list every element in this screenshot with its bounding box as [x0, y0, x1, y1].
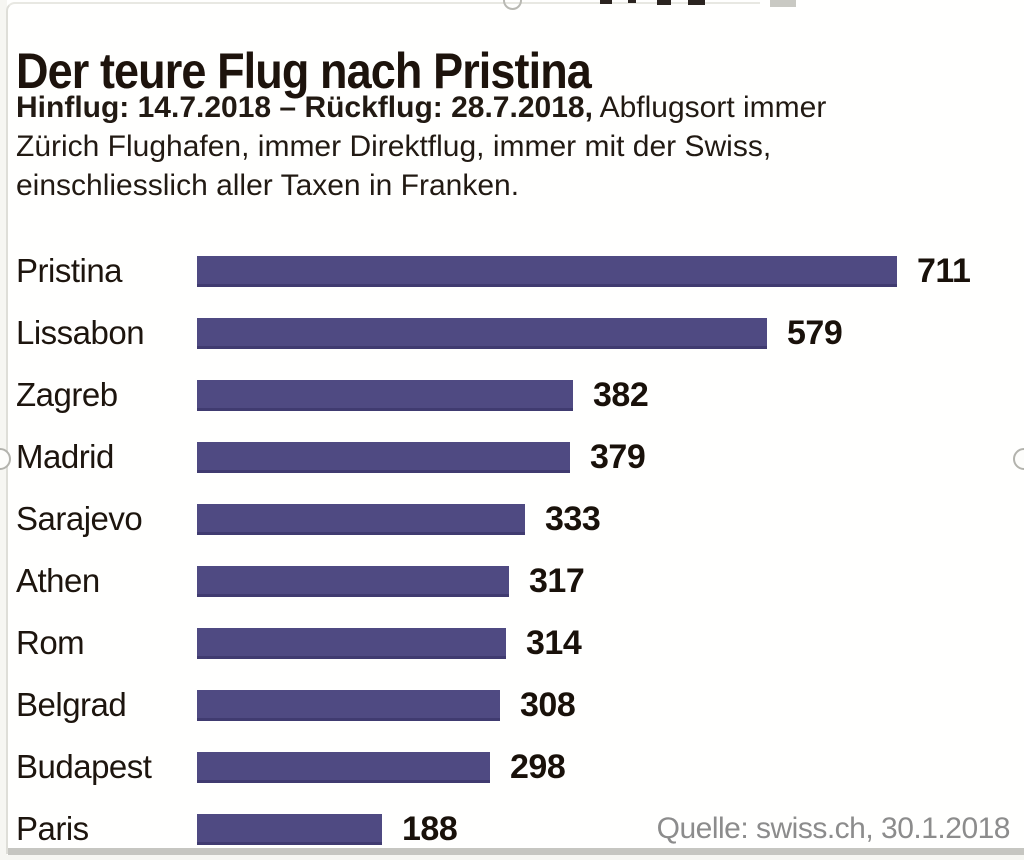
row-value: 308 — [520, 685, 576, 724]
scan-artifact-top-dash — [628, 0, 636, 3]
scan-artifact-top-dash — [688, 0, 705, 5]
bar — [197, 379, 573, 411]
row-value: 711 — [917, 251, 971, 290]
chart-row: Budapest 298 — [16, 736, 1008, 798]
row-label: Budapest — [16, 748, 152, 785]
bar — [197, 689, 500, 721]
chart-row: Belgrad 308 — [16, 674, 1008, 736]
subtitle-line: einschliesslich aller Taxen in Franken. — [16, 169, 520, 202]
row-label: Lissabon — [16, 314, 145, 351]
row-label: Sarajevo — [16, 500, 143, 537]
subtitle-line: Zürich Flughafen, immer Direktflug, imme… — [16, 130, 772, 163]
row-value: 314 — [526, 623, 582, 662]
row-value: 333 — [545, 499, 601, 538]
chart-row: Lissabon 579 — [16, 302, 1008, 364]
bar — [197, 813, 382, 845]
scan-artifact-bottom-strip — [8, 848, 1024, 855]
chart-row: Zagreb 382 — [16, 364, 1008, 426]
bar — [197, 441, 570, 473]
row-label: Paris — [16, 810, 89, 847]
subtitle-line: Hinflug: 14.7.2018 – Rückflug: 28.7.2018… — [16, 91, 827, 124]
chart-row: Rom 314 — [16, 612, 1008, 674]
scan-artifact-top-dash — [600, 0, 612, 4]
bar — [197, 503, 525, 535]
scan-artifact-right-circle — [1013, 448, 1024, 470]
scan-artifact-top-blob — [770, 0, 796, 7]
row-label: Rom — [16, 624, 85, 661]
chart-row: Athen 317 — [16, 550, 1008, 612]
chart-row: Pristina 711 — [16, 240, 1008, 302]
bar — [197, 317, 767, 349]
chart-title: Der teure Flug nach Pristina — [16, 42, 592, 99]
chart-row: Paris 188 — [16, 798, 1008, 860]
chart-subtitle: Hinflug: 14.7.2018 – Rückflug: 28.7.2018… — [16, 88, 826, 205]
bar — [197, 627, 506, 659]
scan-artifact-top-dash — [657, 0, 671, 5]
source-caption: Quelle: swiss.ch, 30.1.2018 — [656, 812, 1011, 845]
row-value: 317 — [529, 561, 585, 600]
row-value: 579 — [787, 313, 843, 352]
row-value: 298 — [510, 747, 566, 786]
bar — [197, 751, 490, 783]
row-label: Zagreb — [16, 376, 118, 413]
row-value: 379 — [590, 437, 646, 476]
bar-chart: Pristina 711 Lissabon 579 Zagreb 382 Mad… — [16, 240, 1008, 860]
row-label: Belgrad — [16, 686, 127, 723]
row-value: 188 — [402, 809, 458, 848]
bar — [197, 565, 509, 597]
row-label: Athen — [16, 562, 100, 599]
row-label: Pristina — [16, 252, 123, 289]
row-value: 382 — [593, 375, 649, 414]
bar — [197, 255, 897, 287]
chart-row: Sarajevo 333 — [16, 488, 1008, 550]
chart-row: Madrid 379 — [16, 426, 1008, 488]
infographic-panel — [7, 0, 1024, 855]
row-label: Madrid — [16, 438, 114, 475]
